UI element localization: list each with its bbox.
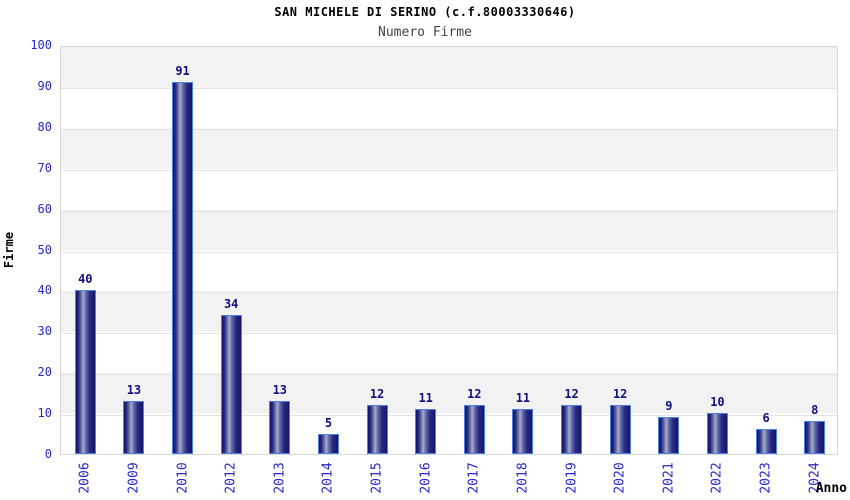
bar-value-label: 5 [324, 415, 333, 430]
bar-2006 [74, 290, 96, 454]
bar-2009 [123, 400, 145, 454]
bar-value-label: 12 [369, 386, 385, 401]
bar-value-label: 40 [78, 272, 93, 287]
x-tick-label: 2022 [709, 462, 725, 494]
y-tick-label: 80 [37, 119, 52, 134]
bar-value-label: 13 [272, 382, 288, 397]
gridline [61, 251, 837, 253]
y-tick-label: 0 [44, 447, 52, 461]
y-tick-label: 50 [37, 242, 52, 257]
bar-value-label: 10 [710, 395, 725, 410]
x-tick-label: 2019 [564, 462, 580, 494]
x-tick-label: 2009 [126, 462, 142, 494]
bar-value-label: 12 [564, 386, 579, 401]
chart-subtitle: Numero Firme [378, 25, 472, 40]
x-tick-label: 2021 [661, 462, 677, 494]
bar-2021 [658, 417, 680, 454]
x-tick-label: 2017 [466, 462, 482, 494]
y-tick-label: 60 [37, 201, 52, 216]
bar-value-label: 11 [515, 391, 531, 406]
bar-value-label: 12 [612, 386, 628, 401]
x-tick-label: 2018 [515, 462, 531, 494]
x-tick-label: 2020 [612, 462, 628, 494]
bar-value-label: 9 [665, 399, 673, 414]
bar-2012 [220, 314, 242, 454]
bar-2014 [317, 433, 339, 454]
y-tick-label: 90 [37, 78, 52, 93]
bar-value-label: 34 [223, 296, 239, 311]
gridline [61, 333, 837, 335]
y-tick-label: 20 [37, 365, 52, 380]
x-tick-label: 2014 [320, 462, 336, 494]
x-tick-label: 2013 [272, 462, 288, 494]
gridline [61, 128, 837, 130]
gridline [61, 169, 837, 171]
bar-2018 [512, 409, 534, 454]
bar-2017 [463, 404, 485, 454]
bar-2015 [366, 404, 388, 454]
y-tick-label: 100 [30, 38, 52, 52]
y-tick-label: 30 [37, 324, 52, 339]
bar-2019 [561, 404, 583, 454]
bar-2024 [804, 421, 826, 454]
bar-value-label: 8 [811, 403, 819, 418]
bar-2013 [269, 400, 291, 454]
bar-2016 [415, 409, 437, 454]
y-tick-label: 40 [37, 283, 52, 298]
gridline [61, 374, 837, 376]
bar-value-label: 6 [762, 411, 770, 426]
x-tick-label: 2012 [223, 462, 239, 494]
x-tick-label: 2006 [77, 462, 93, 494]
chart-title: SAN MICHELE DI SERINO (c.f.80003330646) [274, 5, 576, 19]
x-tick-label: 2010 [175, 462, 191, 494]
bar-2020 [609, 404, 631, 454]
plot-area: 40 13 91 34 13 5 12 11 12 11 12 12 9 10 6 8 [60, 46, 838, 455]
gridline [61, 415, 837, 417]
bar-value-label: 91 [175, 63, 190, 78]
bar-2023 [755, 429, 777, 454]
y-tick-label: 70 [37, 160, 52, 175]
gridline [61, 87, 837, 89]
gridline [61, 292, 837, 294]
bar-value-label: 11 [418, 391, 433, 406]
x-tick-label: 2016 [418, 462, 434, 494]
x-tick-label: 2023 [758, 462, 774, 494]
x-tick-label: 2015 [369, 462, 385, 494]
gridline [61, 210, 837, 212]
x-axis-label: Anno [815, 481, 847, 496]
bar-2010 [172, 81, 194, 454]
bar-2022 [706, 413, 728, 454]
bar-value-label: 13 [126, 382, 142, 397]
y-tick-label: 10 [37, 406, 52, 421]
bar-value-label: 12 [467, 386, 482, 401]
